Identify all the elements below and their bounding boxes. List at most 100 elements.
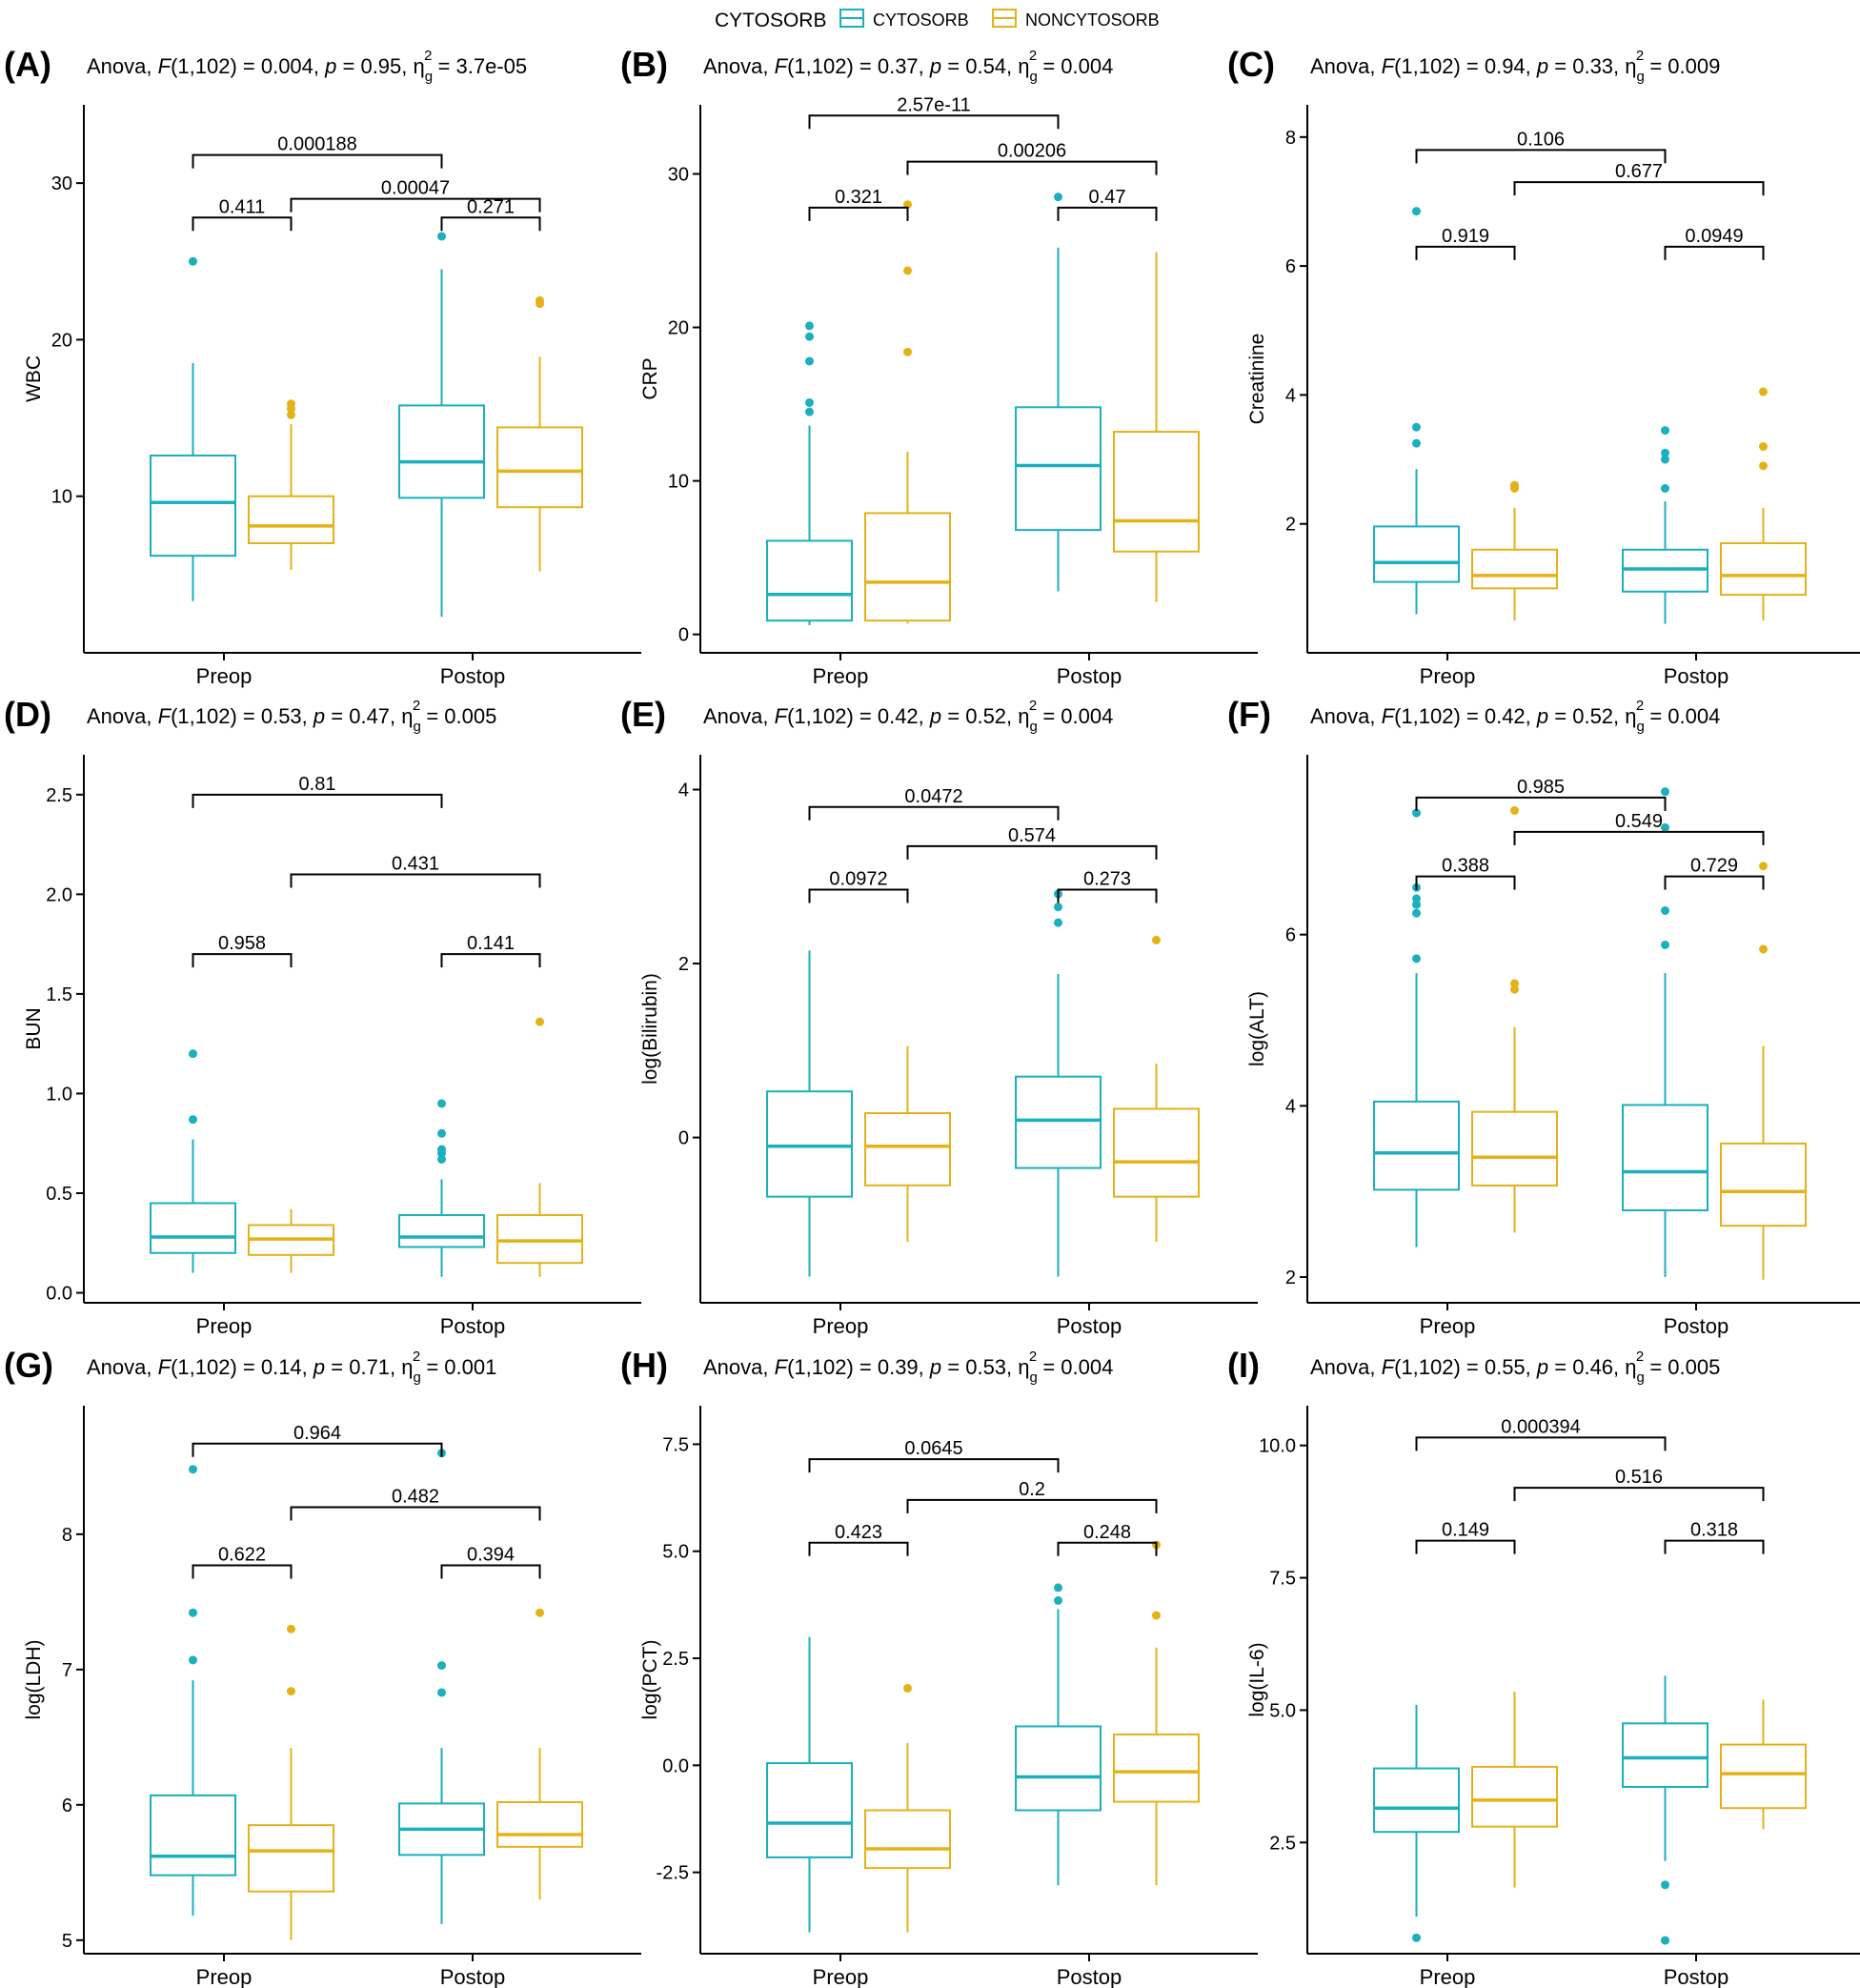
y-tick-label: 2 — [1285, 1268, 1296, 1288]
x-tick-label: Preop — [1420, 664, 1476, 688]
box-iqr — [398, 404, 485, 499]
box — [864, 1683, 951, 1933]
p-value-label: 0.516 — [1615, 1467, 1663, 1488]
outlier-point — [903, 266, 912, 275]
p-value-label: 0.321 — [835, 187, 882, 208]
panel: (F) Anova, F(1,102) = 0.42, p = 0.52, ηg2… — [1227, 695, 1860, 1338]
y-tick-label: 8 — [62, 1525, 72, 1546]
box — [1720, 862, 1807, 1280]
p-value-label: 0.149 — [1442, 1520, 1489, 1541]
outlier-point — [1412, 422, 1421, 432]
comparison-bracket: 0.321 — [808, 187, 909, 221]
y-tick-label: 10.0 — [1259, 1436, 1296, 1457]
bracket-line — [808, 1458, 1060, 1473]
outlier-point — [1412, 1933, 1421, 1942]
p-value-label: 0.141 — [467, 933, 515, 954]
panel: (C) Anova, F(1,102) = 0.94, p = 0.33, ηg2… — [1227, 45, 1860, 688]
p-value-label: 0.000188 — [277, 134, 356, 155]
comparison-bracket: 0.0949 — [1664, 226, 1765, 260]
box — [1471, 805, 1558, 1233]
bracket-line — [192, 793, 443, 808]
x-tick-label: Preop — [196, 664, 253, 688]
outlier-point — [1412, 438, 1421, 448]
anova-summary: Anova, F(1,102) = 0.004, p = 0.95, ηg2 =… — [87, 48, 527, 85]
comparison-bracket: 0.00206 — [906, 141, 1158, 175]
outlier-point — [437, 1099, 446, 1108]
outlier-point — [1759, 862, 1768, 871]
y-tick-label: 1.5 — [46, 984, 72, 1005]
y-tick-label: 8 — [1285, 128, 1296, 149]
comparison-bracket: 0.394 — [440, 1545, 541, 1579]
panel: (G) Anova, F(1,102) = 0.14, p = 0.71, ηg2… — [4, 1346, 641, 1988]
anova-summary: Anova, F(1,102) = 0.14, p = 0.71, ηg2 = … — [87, 1349, 496, 1386]
outlier-point — [1661, 940, 1669, 949]
box — [1471, 1692, 1558, 1888]
outlier-point — [437, 1128, 446, 1138]
outlier-point — [287, 1687, 295, 1696]
comparison-bracket: 0.0472 — [808, 786, 1060, 821]
anova-summary: Anova, F(1,102) = 0.94, p = 0.33, ηg2 = … — [1310, 48, 1720, 85]
comparison-bracket: 0.273 — [1057, 868, 1158, 903]
comparison-bracket: 0.431 — [290, 853, 541, 888]
outlier-point — [1759, 461, 1768, 471]
comparison-bracket: 0.549 — [1513, 811, 1765, 845]
p-value-label: 0.388 — [1442, 856, 1489, 877]
bracket-line — [808, 206, 909, 221]
box-iqr — [248, 1824, 334, 1893]
box — [766, 321, 853, 626]
outlier-point — [1661, 906, 1669, 916]
bracket-line — [1057, 206, 1158, 221]
box-iqr — [1015, 406, 1102, 532]
box-iqr — [1471, 1110, 1558, 1187]
outlier-point — [805, 397, 814, 407]
outlier-point — [536, 295, 544, 305]
x-tick-label: Postop — [1664, 1965, 1729, 1988]
box-iqr — [1015, 1075, 1102, 1169]
y-tick-label: 7.5 — [662, 1434, 689, 1455]
anova-summary: Anova, F(1,102) = 0.39, p = 0.53, ηg2 = … — [703, 1349, 1113, 1386]
outlier-point — [1054, 918, 1062, 927]
anova-summary: Anova, F(1,102) = 0.55, p = 0.46, ηg2 = … — [1310, 1349, 1720, 1386]
box — [1113, 935, 1200, 1243]
x-tick-label: Postop — [1057, 664, 1122, 688]
box-iqr — [766, 1762, 853, 1858]
outlier-point — [805, 407, 814, 416]
comparison-bracket: 2.57e-11 — [808, 94, 1060, 130]
p-value-label: 0.482 — [392, 1486, 439, 1507]
p-value-label: 0.00047 — [381, 178, 450, 199]
comparison-bracket: 0.000188 — [192, 134, 443, 169]
bracket-line — [192, 216, 293, 232]
y-tick-label: 20 — [668, 318, 689, 339]
outlier-point — [536, 1017, 544, 1026]
box — [1622, 1675, 1708, 1945]
y-tick-label: 0 — [678, 1128, 689, 1149]
outlier-point — [1054, 1583, 1062, 1592]
anova-summary: Anova, F(1,102) = 0.37, p = 0.54, ηg2 = … — [703, 48, 1113, 85]
y-tick-label: 0.0 — [662, 1755, 689, 1776]
outlier-point — [1510, 979, 1519, 988]
panel: (H) Anova, F(1,102) = 0.39, p = 0.53, ηg2… — [620, 1346, 1258, 1988]
box-iqr — [1720, 1743, 1807, 1810]
box — [1015, 193, 1102, 592]
box — [1720, 387, 1807, 621]
outlier-point — [1661, 484, 1669, 493]
p-value-label: 0.394 — [467, 1545, 515, 1566]
x-tick-label: Postop — [440, 1314, 506, 1338]
comparison-bracket: 0.919 — [1415, 226, 1516, 260]
box — [248, 399, 334, 570]
box-iqr — [150, 455, 236, 558]
bracket-line — [1513, 1487, 1765, 1502]
p-value-label: 0.106 — [1517, 129, 1565, 150]
legend-items: CYTOSORB NONCYTOSORB — [839, 9, 1160, 30]
comparison-bracket: 0.574 — [906, 825, 1158, 860]
bracket-line — [1513, 830, 1765, 845]
bracket-line — [192, 953, 293, 968]
y-tick-label: 1.0 — [46, 1084, 72, 1105]
comparison-bracket: 0.2 — [906, 1479, 1158, 1513]
y-tick-label: 10 — [51, 487, 72, 508]
box — [1015, 1583, 1102, 1886]
outlier-point — [805, 356, 814, 366]
p-value-label: 0.574 — [1008, 825, 1056, 846]
bracket-line — [440, 1564, 541, 1579]
outlier-point — [1412, 207, 1421, 216]
